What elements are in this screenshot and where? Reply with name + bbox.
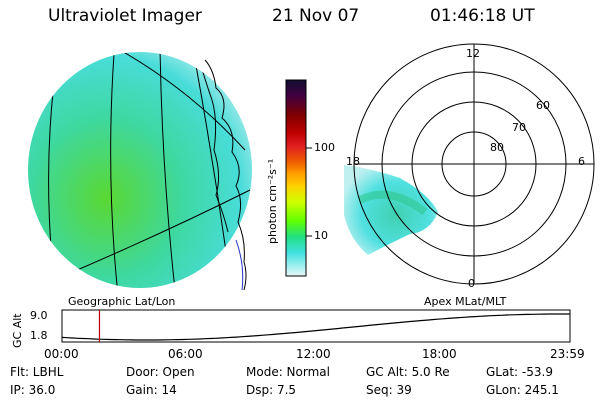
lat-label-80: 80 xyxy=(490,141,504,154)
instrument-title: Ultraviolet Imager xyxy=(48,6,202,26)
info-dsp: Dsp: 7.5 xyxy=(246,383,297,397)
mlt-label-6: 6 xyxy=(578,155,585,168)
info-glat: GLat: -53.9 xyxy=(486,365,553,379)
colorbar-tick-10: 10 xyxy=(314,229,328,242)
geographic-image xyxy=(28,52,252,291)
colorbar xyxy=(285,79,312,277)
mlt-label-0: 0 xyxy=(468,277,475,290)
time-label: 01:46:18 UT xyxy=(430,6,535,26)
info-glon: GLon: 245.1 xyxy=(486,383,559,397)
lat-label-70: 70 xyxy=(512,121,526,134)
altitude-ytick-bottom: 1.8 xyxy=(30,329,48,342)
colorbar-unit-label: photon cm⁻²s⁻¹ xyxy=(266,158,279,244)
mlt-label-12: 12 xyxy=(466,47,480,60)
time-tick-1800: 18:00 xyxy=(422,347,457,361)
info-mode: Mode: Normal xyxy=(246,365,330,379)
lat-label-60: 60 xyxy=(536,99,550,112)
date-label: 21 Nov 07 xyxy=(272,6,360,26)
info-door: Door: Open xyxy=(126,365,195,379)
polar-plot xyxy=(344,43,595,285)
time-tick-2359: 23:59 xyxy=(550,347,585,361)
polar-caption: Apex MLat/MLT xyxy=(424,295,507,308)
info-gain: Gain: 14 xyxy=(126,383,177,397)
time-tick-0000: 00:00 xyxy=(44,347,79,361)
altitude-ylabel: GC Alt xyxy=(11,313,24,348)
colorbar-tick-100: 100 xyxy=(314,141,335,154)
time-tick-1200: 12:00 xyxy=(296,347,331,361)
altitude-plot xyxy=(61,309,571,343)
info-gcalt: GC Alt: 5.0 Re xyxy=(366,365,450,379)
geographic-caption: Geographic Lat/Lon xyxy=(68,295,176,308)
info-flt: Flt: LBHL xyxy=(10,365,64,379)
info-ip: IP: 36.0 xyxy=(10,383,56,397)
time-tick-0600: 06:00 xyxy=(168,347,203,361)
info-seq: Seq: 39 xyxy=(366,383,412,397)
mlt-label-18: 18 xyxy=(346,155,360,168)
altitude-ytick-top: 9.0 xyxy=(30,309,48,322)
